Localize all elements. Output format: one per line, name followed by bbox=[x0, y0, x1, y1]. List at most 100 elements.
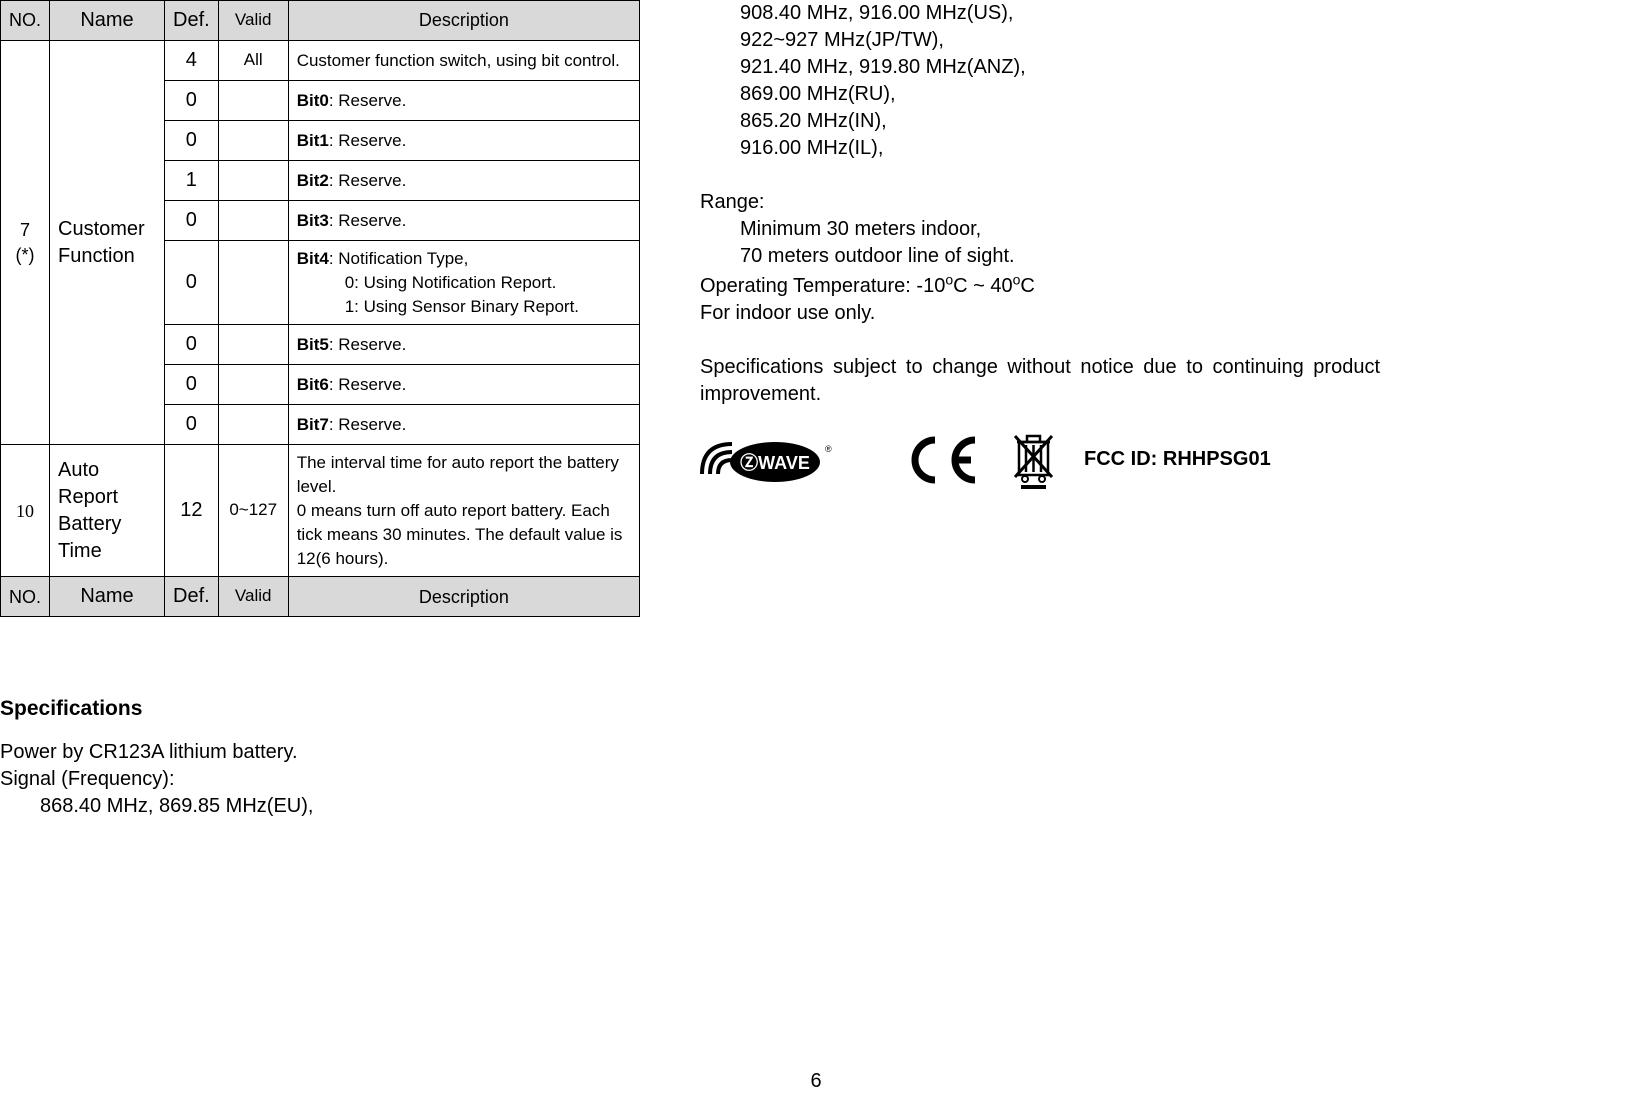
cell-desc-bit1: Bit1: Reserve. bbox=[288, 121, 639, 161]
ce-mark-icon bbox=[903, 432, 983, 487]
cell-def-10-text: 12 bbox=[180, 499, 202, 521]
cell-def-10: 12 bbox=[165, 445, 219, 577]
specifications-body-right: 908.40 MHz, 916.00 MHz(US), 922~927 MHz(… bbox=[700, 0, 1380, 408]
cell-valid-10: 0~127 bbox=[218, 445, 288, 577]
specifications-heading: Specifications bbox=[0, 697, 640, 721]
cell-def-bit4: 0 bbox=[165, 241, 219, 325]
bit4-label: Bit4 bbox=[297, 249, 329, 268]
spec-signal-label: Signal (Frequency): bbox=[0, 768, 175, 790]
cell-valid-bit1 bbox=[218, 121, 288, 161]
th2-def: Def. bbox=[165, 577, 219, 617]
cell-name-7-text: Customer Function bbox=[58, 218, 145, 267]
cell-desc-bit5: Bit5: Reserve. bbox=[288, 325, 639, 365]
cell-def-7-0: 4 bbox=[165, 41, 219, 81]
bit2-text: : Reserve. bbox=[329, 171, 406, 190]
cell-def-bit1: 0 bbox=[165, 121, 219, 161]
cell-desc-bit6: Bit6: Reserve. bbox=[288, 365, 639, 405]
bit3-text: : Reserve. bbox=[329, 211, 406, 230]
th2-no: NO. bbox=[1, 577, 50, 617]
cell-valid-bit7 bbox=[218, 405, 288, 445]
cell-def-bit3: 0 bbox=[165, 201, 219, 241]
cell-valid-bit0 bbox=[218, 81, 288, 121]
spec-freq-eu: 868.40 MHz, 869.85 MHz(EU), bbox=[0, 793, 640, 820]
bit4-text: : Notification Type, bbox=[329, 249, 469, 268]
bit4-line2: 1: Using Sensor Binary Report. bbox=[297, 295, 631, 319]
cell-no-7: 7 (*) bbox=[1, 41, 50, 445]
th-desc-text: Description bbox=[419, 10, 509, 30]
zwave-logo-icon: ⓏWAVE ® bbox=[700, 432, 875, 487]
bit5-label: Bit5 bbox=[297, 335, 329, 354]
cell-name-10-text: Auto Report Battery Time bbox=[58, 459, 121, 562]
cell-desc-bit7: Bit7: Reserve. bbox=[288, 405, 639, 445]
th2-desc-text: Description bbox=[419, 587, 509, 607]
spec-freq-anz: 921.40 MHz, 919.80 MHz(ANZ), bbox=[700, 54, 1380, 81]
spec-freq-jptw: 922~927 MHz(JP/TW), bbox=[700, 27, 1380, 54]
spec-freq-in: 865.20 MHz(IN), bbox=[700, 108, 1380, 135]
cell-def-bit5: 0 bbox=[165, 325, 219, 365]
bit4-line1: 0: Using Notification Report. bbox=[297, 271, 631, 295]
th2-name: Name bbox=[50, 577, 165, 617]
cell-def-bit6: 0 bbox=[165, 365, 219, 405]
cell-def-bit4-text: 0 bbox=[186, 271, 197, 293]
cell-desc-7-0-text: Customer function switch, using bit cont… bbox=[297, 51, 620, 70]
fcc-id-text: FCC ID: RHHPSG01 bbox=[1084, 448, 1271, 471]
cell-name-7: Customer Function bbox=[50, 41, 165, 445]
cell-valid-bit2 bbox=[218, 161, 288, 201]
bit6-text: : Reserve. bbox=[329, 375, 406, 394]
cell-def-bit3-text: 0 bbox=[186, 209, 197, 231]
cell-def-bit7: 0 bbox=[165, 405, 219, 445]
cell-name-10: Auto Report Battery Time bbox=[50, 445, 165, 577]
th-no: NO. bbox=[1, 1, 50, 41]
cell-def-bit0: 0 bbox=[165, 81, 219, 121]
cell-valid-bit3 bbox=[218, 201, 288, 241]
spec-power: Power by CR123A lithium battery. bbox=[0, 741, 298, 763]
th-name: Name bbox=[50, 1, 165, 41]
th-def-text: Def. bbox=[173, 9, 210, 31]
cell-no-7-text: 7 (*) bbox=[16, 220, 35, 264]
page-number: 6 bbox=[810, 1070, 821, 1093]
bit0-label: Bit0 bbox=[297, 91, 329, 110]
bit1-text: : Reserve. bbox=[329, 131, 406, 150]
cell-valid-7-0: All bbox=[218, 41, 288, 81]
bit6-label: Bit6 bbox=[297, 375, 329, 394]
svg-text:ⓏWAVE: ⓏWAVE bbox=[740, 452, 810, 473]
cell-no-10: 10 bbox=[1, 445, 50, 577]
bit1-label: Bit1 bbox=[297, 131, 329, 150]
cell-desc-bit0: Bit0: Reserve. bbox=[288, 81, 639, 121]
th-name-text: Name bbox=[80, 9, 133, 31]
spec-optemp: Operating Temperature: -10oC ~ 40oC bbox=[700, 275, 1035, 297]
bit2-label: Bit2 bbox=[297, 171, 329, 190]
weee-bin-icon bbox=[1011, 430, 1056, 490]
cell-valid-bit5 bbox=[218, 325, 288, 365]
certification-logos: ⓏWAVE ® FCC ID: RHHPSG01 bbox=[700, 430, 1380, 490]
cell-desc-10: The interval time for auto report the ba… bbox=[288, 445, 639, 577]
spec-indoor: For indoor use only. bbox=[700, 302, 875, 324]
spec-range-indoor: Minimum 30 meters indoor, bbox=[700, 216, 1380, 243]
th-valid-text: Valid bbox=[235, 10, 272, 29]
bit0-text: : Reserve. bbox=[329, 91, 406, 110]
cell-def-bit7-text: 0 bbox=[186, 413, 197, 435]
bit3-label: Bit3 bbox=[297, 211, 329, 230]
spec-range-outdoor: 70 meters outdoor line of sight. bbox=[700, 243, 1380, 270]
cell-valid-10-text: 0~127 bbox=[229, 500, 277, 519]
cell-desc-bit2: Bit2: Reserve. bbox=[288, 161, 639, 201]
th-no-text: NO. bbox=[9, 10, 41, 30]
th-desc: Description bbox=[288, 1, 639, 41]
cell-desc-bit4: Bit4: Notification Type, 0: Using Notifi… bbox=[288, 241, 639, 325]
cell-valid-7-0-text: All bbox=[244, 50, 263, 69]
cell-desc-7-0: Customer function switch, using bit cont… bbox=[288, 41, 639, 81]
svg-text:®: ® bbox=[825, 444, 832, 454]
cell-no-10-text: 10 bbox=[16, 501, 34, 521]
th2-valid-text: Valid bbox=[235, 586, 272, 605]
th-def: Def. bbox=[165, 1, 219, 41]
bit7-text: : Reserve. bbox=[329, 415, 406, 434]
bit5-text: : Reserve. bbox=[329, 335, 406, 354]
spec-notice: Specifications subject to change without… bbox=[700, 354, 1380, 408]
spec-freq-il: 916.00 MHz(IL), bbox=[700, 135, 1380, 162]
cell-def-bit6-text: 0 bbox=[186, 373, 197, 395]
config-params-table: NO. Name Def. Valid Description 7 (*) Cu… bbox=[0, 0, 640, 617]
cell-valid-bit4 bbox=[218, 241, 288, 325]
th2-no-text: NO. bbox=[9, 587, 41, 607]
cell-def-bit5-text: 0 bbox=[186, 333, 197, 355]
cell-valid-bit6 bbox=[218, 365, 288, 405]
